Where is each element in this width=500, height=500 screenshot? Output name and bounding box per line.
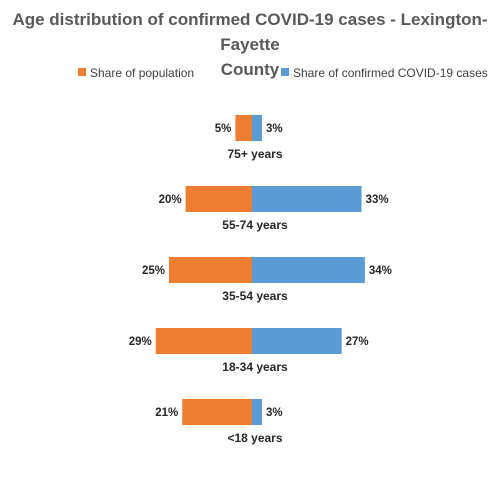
value-label-cases-3: 27%	[346, 336, 369, 348]
legend-swatch-cases	[281, 68, 289, 76]
bar-population-0	[235, 115, 252, 141]
bar-cases-3	[252, 328, 342, 354]
legend-swatch-population	[78, 68, 86, 76]
category-label-3: 18-34 years	[222, 360, 288, 374]
category-label-2: 35-54 years	[222, 289, 288, 303]
value-label-population-1: 20%	[159, 194, 182, 206]
bar-cases-1	[252, 186, 362, 212]
value-label-population-2: 25%	[142, 265, 165, 277]
category-label-0: 75+ years	[227, 147, 282, 161]
legend-label-population: Share of population	[90, 66, 194, 80]
bars-layer: 5% 3% 75+ years 20% 33% 55-74 years 25% 34% 35-5…	[129, 115, 392, 445]
value-label-cases-4: 3%	[266, 407, 283, 419]
value-label-cases-1: 33%	[366, 194, 389, 206]
bar-cases-2	[252, 257, 365, 283]
chart-legend: Share of population Share of confirmed C…	[78, 66, 488, 80]
value-label-population-4: 21%	[155, 407, 178, 419]
value-label-population-0: 5%	[215, 123, 232, 135]
value-label-population-3: 29%	[129, 336, 152, 348]
bar-population-2	[169, 257, 252, 283]
category-label-1: 55-74 years	[222, 218, 288, 232]
bar-cases-0	[252, 115, 262, 141]
bar-population-3	[155, 328, 252, 354]
value-label-cases-0: 3%	[266, 123, 283, 135]
legend-label-cases: Share of confirmed COVID-19 cases	[293, 66, 488, 80]
category-label-4: <18 years	[227, 431, 282, 445]
bar-cases-4	[252, 399, 262, 425]
bar-population-1	[185, 186, 252, 212]
chart-title: Age distribution of confirmed COVID-19 c…	[12, 10, 488, 79]
bar-population-4	[182, 399, 252, 425]
value-label-cases-2: 34%	[369, 265, 392, 277]
